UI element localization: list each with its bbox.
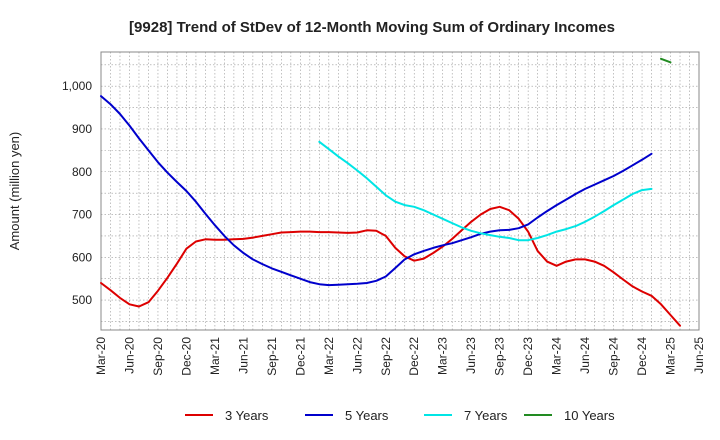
x-tick-label: Jun-21 [236, 337, 250, 374]
series-line-3-years [100, 205, 681, 327]
plot-area [101, 52, 699, 330]
x-tick-label: Dec-24 [635, 337, 649, 376]
series-line-10-years [660, 57, 672, 64]
series-line-5-years [100, 95, 653, 287]
x-tick-label: Mar-22 [322, 337, 336, 375]
y-tick-labels: 500 600 700 800 900 1,000 [62, 79, 92, 307]
y-tick-label: 800 [72, 165, 92, 179]
grid-layer [100, 52, 700, 330]
legend-label: 7 Years [464, 408, 508, 423]
x-tick-label: Jun-22 [350, 337, 364, 374]
x-tick-labels: Mar-20 Jun-20 Sep-20 Dec-20 Mar-21 Jun-21 Sep-… [94, 337, 706, 376]
x-tick-label: Jun-20 [122, 337, 136, 374]
y-tick-label: 900 [72, 122, 92, 136]
y-tick-label: 1,000 [62, 79, 92, 93]
chart-title: [9928] Trend of StDev of 12-Month Moving… [129, 19, 615, 36]
legend-label: 5 Years [345, 408, 389, 423]
legend-label: 3 Years [225, 408, 269, 423]
x-tick-label: Sep-21 [265, 337, 279, 376]
x-tick-label: Dec-22 [407, 337, 421, 376]
x-tick-label: Dec-23 [521, 337, 535, 376]
x-tick-label: Jun-25 [692, 337, 706, 374]
x-tick-label: Mar-25 [664, 337, 678, 375]
y-tick-label: 500 [72, 293, 92, 307]
x-tick-label: Mar-23 [436, 337, 450, 375]
x-tick-label: Sep-23 [493, 337, 507, 376]
legend-label: 10 Years [564, 408, 615, 423]
y-tick-label: 700 [72, 208, 92, 222]
x-tick-label: Dec-20 [179, 337, 193, 376]
x-tick-label: Jun-24 [578, 337, 592, 374]
x-tick-label: Mar-24 [550, 337, 564, 375]
x-tick-label: Dec-21 [293, 337, 307, 376]
plot-border [100, 51, 700, 331]
x-tick-label: Sep-20 [151, 337, 165, 376]
y-axis-label: Amount (million yen) [7, 132, 22, 251]
y-tick-label: 600 [72, 250, 92, 264]
legend: 3 Years 5 Years 7 Years 10 Years [185, 408, 615, 423]
series-layer [100, 57, 681, 327]
x-tick-label: Sep-24 [607, 337, 621, 376]
x-tick-label: Mar-21 [208, 337, 222, 375]
series-line-7-years [318, 140, 653, 242]
x-tick-label: Jun-23 [464, 337, 478, 374]
x-tick-label: Mar-20 [94, 337, 108, 375]
x-tick-label: Sep-22 [379, 337, 393, 376]
